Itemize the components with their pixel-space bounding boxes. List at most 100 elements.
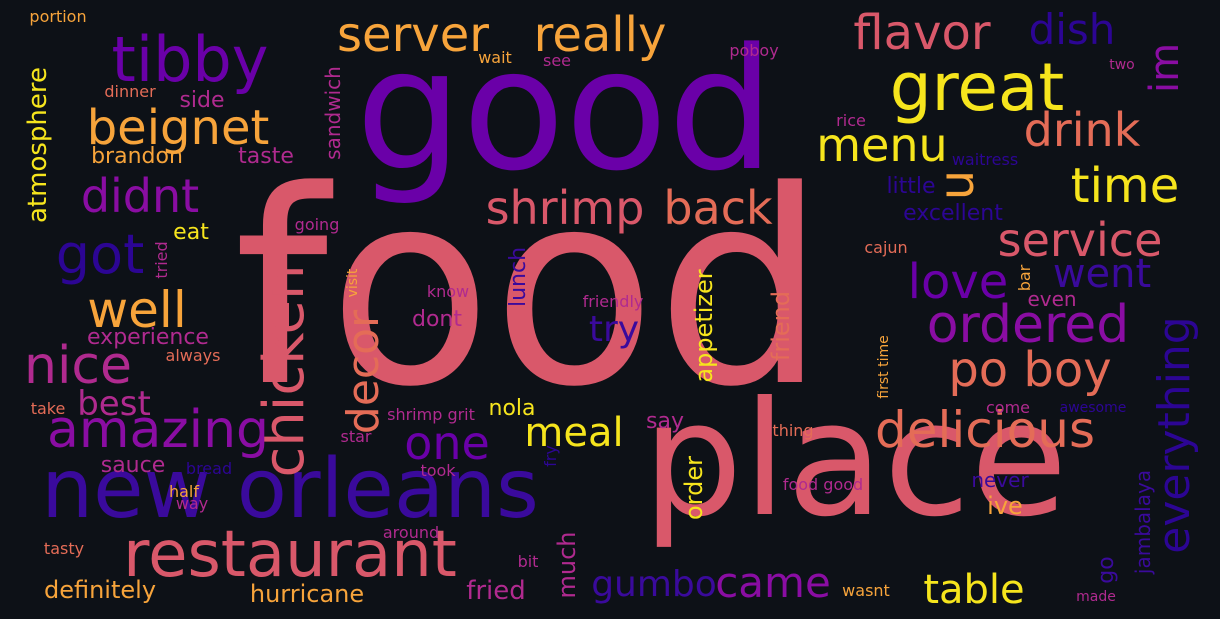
word-dont: dont xyxy=(412,307,462,332)
word-going: going xyxy=(294,215,340,234)
word-meal: meal xyxy=(524,410,624,456)
word-ordered: ordered xyxy=(926,295,1130,355)
word-made: made xyxy=(1076,589,1116,605)
word-table: table xyxy=(923,567,1025,613)
word-im: im xyxy=(1142,42,1188,94)
word-great: great xyxy=(889,49,1065,126)
word-brandon: brandon xyxy=(91,144,183,169)
word-place: place xyxy=(642,368,1068,552)
word-appetizer: appetizer xyxy=(690,269,718,383)
word-way: way xyxy=(175,494,209,513)
word-food: food xyxy=(233,134,827,446)
word-visit: visit xyxy=(345,268,361,298)
word-taste: taste xyxy=(238,144,294,169)
word-love: love xyxy=(907,254,1009,310)
word-order: order xyxy=(680,456,708,520)
word-tasty: tasty xyxy=(43,539,85,558)
word-even: even xyxy=(1027,287,1077,311)
word-star: star xyxy=(340,427,372,446)
word-shrimp-grit: shrimp grit xyxy=(387,405,475,424)
word-go: go xyxy=(1094,556,1119,584)
word-definitely: definitely xyxy=(43,576,157,604)
word-wasnt: wasnt xyxy=(842,581,890,600)
word-bit: bit xyxy=(517,552,539,571)
word-tried: tried xyxy=(152,241,171,279)
word-never: never xyxy=(971,468,1029,492)
word-nice: nice xyxy=(24,336,132,396)
word-waitress: waitress xyxy=(951,150,1019,169)
word-best: best xyxy=(77,384,151,424)
word-two: two xyxy=(1109,57,1135,73)
word-come: come xyxy=(985,398,1031,417)
word-menu: menu xyxy=(816,118,948,172)
word-server: server xyxy=(337,7,489,63)
word-know: know xyxy=(426,282,470,301)
word-good: good xyxy=(355,12,775,208)
word-service: service xyxy=(997,213,1163,267)
word-decor: decor xyxy=(338,309,389,435)
word-atmosphere: atmosphere xyxy=(23,67,53,223)
word-excellent: excellent xyxy=(903,201,1003,226)
word-hurricane: hurricane xyxy=(249,580,365,608)
word-thing: thing xyxy=(772,421,814,440)
word-drink: drink xyxy=(1023,103,1141,157)
word-po-boy: po boy xyxy=(948,342,1112,398)
word-shrimp: shrimp xyxy=(485,181,645,235)
word-gumbo: gumbo xyxy=(591,564,717,605)
word-fry: fry xyxy=(541,445,560,467)
word-time: time xyxy=(1070,158,1180,214)
word-one: one xyxy=(404,416,490,470)
word-see: see xyxy=(542,51,572,70)
word-everything: everything xyxy=(1149,316,1200,554)
word-went: went xyxy=(1052,251,1152,297)
word-first-time: first time xyxy=(876,335,892,399)
word-rice: rice xyxy=(836,111,866,130)
word-eat: eat xyxy=(173,220,209,245)
word-sauce: sauce xyxy=(100,453,166,478)
word-jambalaya: jambalaya xyxy=(1131,469,1155,575)
word-really: really xyxy=(533,7,667,63)
word-back: back xyxy=(663,181,773,235)
word-awesome: awesome xyxy=(1059,400,1127,416)
word-tibby: tibby xyxy=(111,23,269,96)
word-bread: bread xyxy=(185,459,233,478)
word-friend: friend xyxy=(767,290,795,362)
word-bar: bar xyxy=(1015,264,1034,292)
word-fried: fried xyxy=(466,576,526,606)
word-didnt: didnt xyxy=(80,169,200,223)
word-little: little xyxy=(886,174,936,199)
word-around: around xyxy=(382,523,440,542)
word-side: side xyxy=(179,88,225,113)
word-cajun: cajun xyxy=(864,238,908,257)
word-take: take xyxy=(30,399,66,418)
word-sandwich: sandwich xyxy=(321,66,345,160)
word-half: half xyxy=(168,482,200,501)
word-restaurant: restaurant xyxy=(123,518,457,592)
word-ive: ive xyxy=(987,492,1023,520)
word-beignet: beignet xyxy=(86,100,270,156)
word-came: came xyxy=(715,558,831,607)
word-nola: nola xyxy=(488,396,536,421)
word-experience: experience xyxy=(87,325,209,350)
word-poboy: poboy xyxy=(729,41,779,60)
word-much: much xyxy=(553,531,581,599)
word-delicious: delicious xyxy=(875,401,1095,459)
word-well: well xyxy=(87,281,187,339)
word-dinner: dinner xyxy=(104,82,156,101)
word-say: say xyxy=(646,409,684,434)
word-got: got xyxy=(55,223,145,286)
word-dish: dish xyxy=(1028,5,1116,54)
word-wait: wait xyxy=(478,48,512,67)
word-flavor: flavor xyxy=(853,5,991,61)
word-u: u xyxy=(929,169,985,201)
word-amazing: amazing xyxy=(46,400,270,460)
word-portion: portion xyxy=(29,7,87,26)
word-friendly: friendly xyxy=(582,292,644,311)
word-took: took xyxy=(420,461,456,480)
word-lunch: lunch xyxy=(506,246,531,308)
word-food-good: food good xyxy=(782,475,864,494)
word-try: try xyxy=(588,309,640,350)
word-always: always xyxy=(165,346,221,365)
word-new-orleans: new orleans xyxy=(41,442,539,537)
